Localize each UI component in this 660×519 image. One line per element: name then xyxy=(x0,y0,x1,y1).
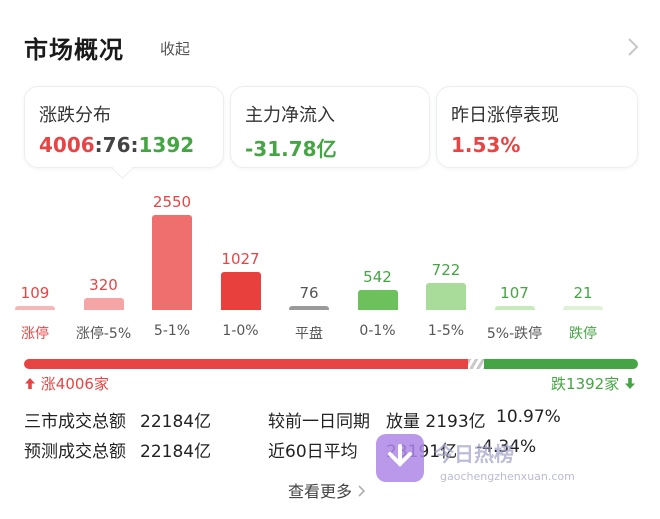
avg-percent: -4.34% xyxy=(476,437,537,457)
distribution-bar xyxy=(563,306,603,310)
distribution-bar-column[interactable]: 2550 5-1% xyxy=(139,180,205,350)
bar-category-label: 平盘 xyxy=(295,326,323,342)
card-up-down-distribution[interactable]: 涨跌分布 4006:76:1392 xyxy=(24,86,224,168)
distribution-chart: 109 涨停 320 涨停-5% 2550 5-1% 1027 1-0% 76 平盘 542 0-1%… xyxy=(0,180,660,350)
card-value: 4006:76:1392 xyxy=(39,133,194,157)
distribution-bar xyxy=(426,283,466,310)
ratio-down-segment xyxy=(484,359,638,369)
forecast-label: 预测成交总额 xyxy=(24,442,126,462)
market-overview-header: 市场概况 收起 xyxy=(0,0,660,86)
bar-value-label: 2550 xyxy=(152,193,192,211)
up-summary: 涨4006家 xyxy=(24,373,109,394)
down-summary-text: 跌1392家 xyxy=(551,375,620,393)
distribution-bar-column[interactable]: 107 5%-跌停 xyxy=(482,180,548,350)
bar-category-label: 跌停 xyxy=(569,326,597,342)
ratio-up-segment xyxy=(24,359,468,369)
chevron-right-icon[interactable] xyxy=(624,36,642,58)
card-label: 主力净流入 xyxy=(245,105,335,126)
ratio-flat-segment xyxy=(468,359,484,369)
bar-value-label: 1027 xyxy=(221,250,260,268)
up-count: 4006 xyxy=(39,133,95,157)
watermark-url: gaochengzhenxuan.com xyxy=(440,470,575,483)
card-value: -31.78亿 xyxy=(245,137,337,161)
down-count: 1392 xyxy=(138,133,195,157)
bar-category-label: 1-0% xyxy=(222,323,259,339)
distribution-bar xyxy=(83,298,124,310)
separator: : xyxy=(94,133,103,157)
compare-percent: 10.97% xyxy=(496,407,561,427)
chevron-right-icon xyxy=(358,485,366,497)
distribution-bar-column[interactable]: 109 涨停 xyxy=(2,180,68,350)
distribution-bar xyxy=(357,290,398,310)
bar-value-label: 722 xyxy=(431,261,461,279)
distribution-bar-column[interactable]: 722 1-5% xyxy=(413,180,479,350)
bar-value-label: 320 xyxy=(89,276,118,294)
distribution-bar xyxy=(289,306,329,310)
distribution-bar xyxy=(15,306,55,310)
watermark: 今日热榜 gaochengzhenxuan.com xyxy=(376,434,616,490)
card-label: 涨跌分布 xyxy=(39,105,111,126)
watermark-logo-icon xyxy=(376,434,424,482)
distribution-bar xyxy=(494,306,535,310)
distribution-bar-column[interactable]: 21 跌停 xyxy=(550,180,616,350)
distribution-bar xyxy=(220,272,261,310)
page-title: 市场概况 xyxy=(24,36,124,64)
collapse-button[interactable]: 收起 xyxy=(160,40,191,58)
flat-count: 76 xyxy=(102,133,131,157)
summary-cards: 涨跌分布 4006:76:1392 主力净流入 -31.78亿 昨日涨停表现 1… xyxy=(24,86,638,168)
bar-value-label: 107 xyxy=(500,284,529,302)
bar-value-label: 542 xyxy=(363,268,392,286)
bar-category-label: 涨停-5% xyxy=(75,326,132,342)
down-summary: 跌1392家 xyxy=(551,373,636,394)
arrow-down-icon xyxy=(625,378,635,389)
bar-category-label: 涨停 xyxy=(21,326,49,342)
turnover-label: 三市成交总额 xyxy=(24,412,126,432)
bar-category-label: 5%-跌停 xyxy=(486,326,543,342)
bar-category-label: 1-5% xyxy=(427,323,465,339)
card-label: 昨日涨停表现 xyxy=(451,105,559,126)
bar-category-label: 5-1% xyxy=(153,323,191,339)
distribution-bar-column[interactable]: 1027 1-0% xyxy=(208,180,274,350)
watermark-title: 今日热榜 xyxy=(434,442,514,466)
distribution-bar-column[interactable]: 320 涨停-5% xyxy=(71,180,137,350)
avg-label: 近60日平均 xyxy=(268,442,358,462)
card-yesterday-limit-up[interactable]: 昨日涨停表现 1.53% xyxy=(436,86,638,168)
up-down-ratio-bar xyxy=(24,359,638,369)
arrow-up-icon xyxy=(25,378,35,389)
distribution-bar-column[interactable]: 542 0-1% xyxy=(345,180,411,350)
bar-value-label: 21 xyxy=(573,284,593,302)
card-value: 1.53% xyxy=(451,133,521,157)
forecast-value: 22184亿 xyxy=(140,442,212,462)
up-summary-text: 涨4006家 xyxy=(40,375,109,393)
distribution-bar-column[interactable]: 76 平盘 xyxy=(276,180,342,350)
bar-category-label: 0-1% xyxy=(359,323,396,339)
bar-value-label: 76 xyxy=(299,284,319,302)
view-more-button[interactable]: 查看更多 xyxy=(288,478,367,502)
compare-value: 放量 2193亿 xyxy=(386,412,486,432)
view-more-label: 查看更多 xyxy=(288,482,353,501)
separator: : xyxy=(130,133,139,157)
turnover-value: 22184亿 xyxy=(140,412,212,432)
distribution-bar xyxy=(152,215,192,310)
card-main-net-inflow[interactable]: 主力净流入 -31.78亿 xyxy=(230,86,430,168)
compare-label: 较前一日同期 xyxy=(268,412,370,432)
bar-value-label: 109 xyxy=(20,284,50,302)
